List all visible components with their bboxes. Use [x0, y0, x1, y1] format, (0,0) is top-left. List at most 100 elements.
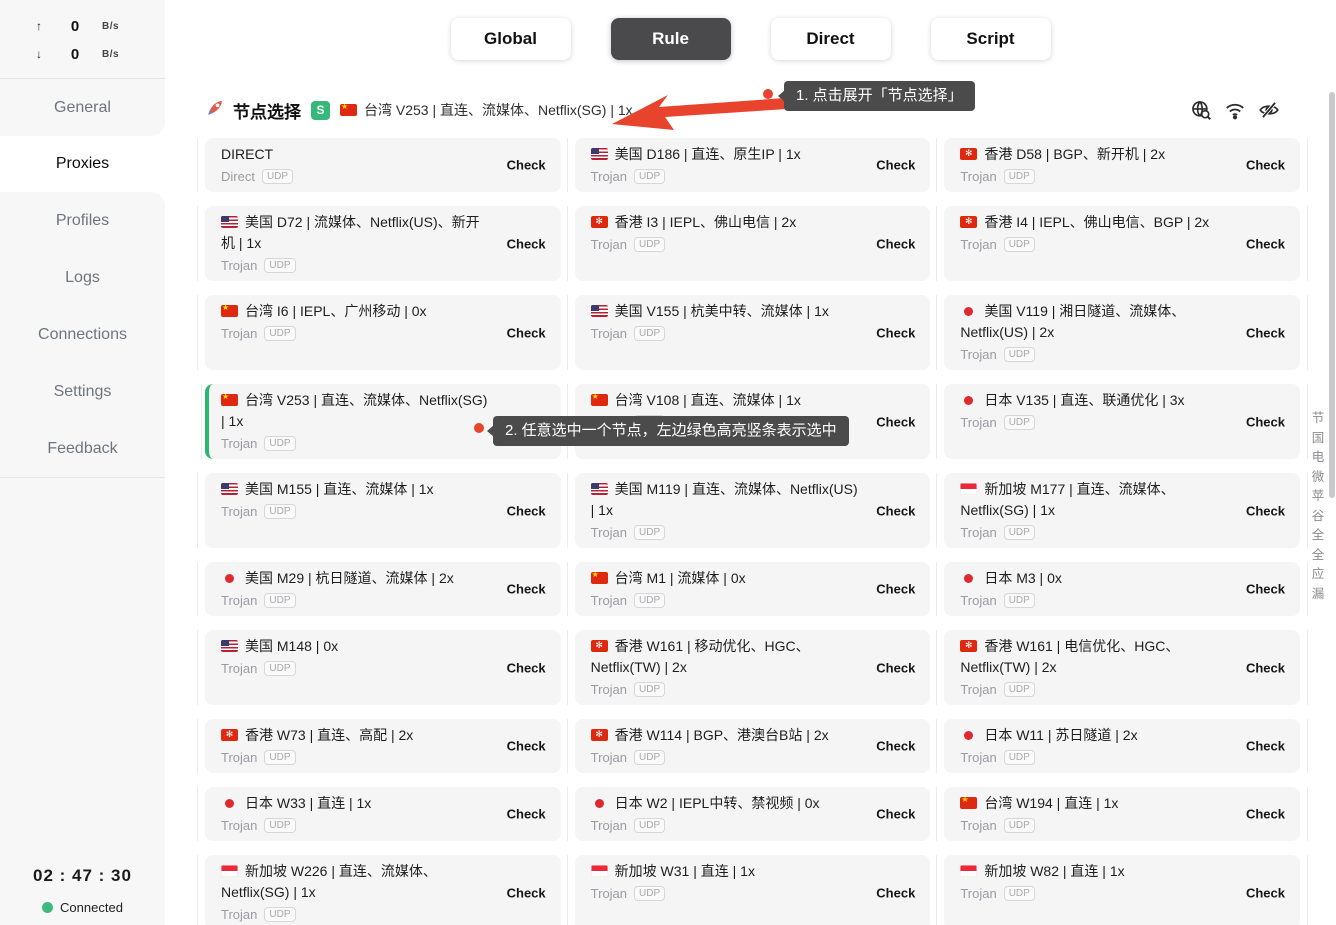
quick-nav-item[interactable]: 苹 [1311, 489, 1325, 503]
udp-badge: UDP [1003, 592, 1035, 608]
check-button[interactable]: Check [506, 660, 546, 675]
proxy-card[interactable]: 香港 D58 | BGP、新开机 | 2x Trojan UDP Check [936, 138, 1308, 192]
quick-nav-item[interactable]: 微 [1311, 469, 1325, 484]
sidebar-item-profiles[interactable]: Profiles [55, 211, 110, 229]
proxy-card[interactable]: 美国 M155 | 直连、流媒体 | 1x Trojan UDP Check [197, 473, 561, 548]
proxy-card[interactable]: 香港 I3 | IEPL、佛山电信 | 2x Trojan UDP Check [566, 206, 931, 281]
sidebar-top-section: ↑ 0 B/s ↓ 0 B/s General [0, 0, 165, 136]
quick-nav-item[interactable]: 谷 [1311, 508, 1325, 523]
proxy-card[interactable]: DIRECT Direct UDP Check [197, 138, 561, 192]
proxy-card[interactable]: 台湾 I6 | IEPL、广州移动 | 0x Trojan UDP Check [197, 295, 561, 370]
check-button[interactable]: Check [876, 236, 916, 251]
check-button[interactable]: Check [876, 157, 916, 173]
proxy-card[interactable]: 新加坡 W82 | 直连 | 1x Trojan UDP Check [936, 855, 1308, 925]
quick-nav-item[interactable]: 漏 [1311, 586, 1325, 601]
udp-badge: UDP [634, 749, 666, 765]
proxy-card[interactable]: 日本 W33 | 直连 | 1x Trojan UDP Check [197, 787, 561, 841]
proxy-card[interactable]: 日本 W2 | IEPL中转、禁视频 | 0x Trojan UDP Check [566, 787, 931, 841]
check-button[interactable]: Check [506, 806, 546, 822]
header-toolbar [1190, 99, 1280, 121]
proxy-card[interactable]: 美国 V155 | 杭美中转、流媒体 | 1x Trojan UDP Check [566, 295, 931, 370]
proxy-card[interactable]: 香港 W161 | 移动优化、HGC、Netflix(TW) | 2x Troja… [566, 630, 931, 705]
proxy-name: 香港 W73 | 直连、高配 | 2x [221, 725, 493, 746]
check-button[interactable]: Check [506, 738, 546, 754]
proxy-card[interactable]: 香港 I4 | IEPL、佛山电信、BGP | 2x Trojan UDP Check [936, 206, 1308, 281]
proxy-group-header[interactable]: 节点选择 S 台湾 V253 | 直连、流媒体、Netflix(SG) | 1x [205, 95, 1300, 125]
proxy-name: 美国 M148 | 0x [221, 636, 493, 657]
check-button[interactable]: Check [1245, 503, 1285, 518]
proxy-card[interactable]: 美国 M148 | 0x Trojan UDP Check [197, 630, 561, 705]
proxy-card[interactable]: 美国 D72 | 流媒体、Netflix(US)、新开机 | 1x Trojan U… [197, 206, 561, 281]
udp-badge: UDP [634, 236, 666, 252]
proxy-card[interactable]: 香港 W161 | 电信优化、HGC、Netflix(TW) | 2x Troja… [936, 630, 1308, 705]
annotation-step-1: 1. 点击展开「节点选择」 [778, 81, 975, 111]
sidebar-item-general[interactable]: General [54, 98, 111, 116]
check-button[interactable]: Check [876, 581, 916, 597]
sidebar-item-proxies[interactable]: Proxies [0, 136, 165, 192]
proxy-card[interactable]: 新加坡 W31 | 直连 | 1x Trojan UDP Check [566, 855, 931, 925]
proxy-card[interactable]: 美国 M119 | 直连、流媒体、Netflix(US) | 1x Trojan U… [566, 473, 931, 548]
check-button[interactable]: Check [876, 660, 916, 675]
sidebar-item-logs[interactable]: Logs [65, 268, 100, 286]
proxy-card[interactable]: 新加坡 W226 | 直连、流媒体、Netflix(SG) | 1x Trojan… [197, 855, 561, 925]
proxy-card[interactable]: 美国 V119 | 湘日隧道、流媒体、Netflix(US) | 2x Troja… [936, 295, 1308, 370]
flag-icon-sg [221, 865, 238, 877]
network-speed-icon[interactable] [1224, 99, 1246, 121]
tab-global[interactable]: Global [450, 18, 571, 60]
check-button[interactable]: Check [1245, 738, 1285, 754]
check-button[interactable]: Check [1245, 236, 1285, 251]
udp-badge: UDP [264, 749, 296, 765]
hide-nodes-icon[interactable] [1258, 99, 1280, 121]
check-button[interactable]: Check [876, 885, 916, 900]
tab-direct[interactable]: Direct [770, 18, 891, 60]
quick-nav-item[interactable]: 节 [1311, 411, 1325, 425]
check-button[interactable]: Check [506, 885, 546, 900]
tab-script[interactable]: Script [930, 18, 1051, 60]
check-button[interactable]: Check [1245, 806, 1285, 822]
sidebar-item-connections[interactable]: Connections [38, 325, 127, 343]
quick-nav-item[interactable]: 全 [1311, 547, 1325, 562]
tab-rule[interactable]: Rule [610, 18, 731, 60]
quick-nav-item[interactable]: 国 [1311, 430, 1325, 445]
check-button[interactable]: Check [876, 414, 916, 429]
check-button[interactable]: Check [1245, 885, 1285, 900]
proxy-card[interactable]: 台湾 W194 | 直连 | 1x Trojan UDP Check [936, 787, 1308, 841]
check-button[interactable]: Check [1245, 660, 1285, 675]
check-button[interactable]: Check [506, 581, 546, 597]
proxy-card[interactable]: 美国 D186 | 直连、原生IP | 1x Trojan UDP Check [566, 138, 931, 192]
proxy-meta: Direct UDP [221, 167, 493, 185]
proxy-name: 台湾 V108 | 直连、流媒体 | 1x [590, 390, 863, 411]
sidebar-item-feedback[interactable]: Feedback [47, 439, 118, 457]
check-button[interactable]: Check [876, 325, 916, 340]
latency-test-icon[interactable] [1190, 99, 1212, 121]
proxy-meta: Trojan UDP [591, 884, 863, 902]
proxy-card[interactable]: 日本 V135 | 直连、联通优化 | 3x Trojan UDP Check [936, 384, 1308, 459]
proxy-card[interactable]: 台湾 V253 | 直连、流媒体、Netflix(SG) | 1x Trojan U… [201, 384, 561, 459]
proxy-card[interactable]: 日本 M3 | 0x Trojan UDP Check [936, 562, 1308, 616]
check-button[interactable]: Check [506, 236, 546, 251]
quick-nav-item[interactable]: 应 [1311, 567, 1325, 581]
check-button[interactable]: Check [1245, 325, 1285, 340]
check-button[interactable]: Check [876, 503, 916, 518]
check-button[interactable]: Check [506, 325, 546, 340]
proxy-card[interactable]: 新加坡 M177 | 直连、流媒体、Netflix(SG) | 1x Trojan… [936, 473, 1308, 548]
check-button[interactable]: Check [506, 503, 546, 518]
proxy-name: 香港 D58 | BGP、新开机 | 2x [960, 144, 1232, 165]
udp-badge: UDP [264, 257, 296, 273]
check-button[interactable]: Check [506, 157, 546, 173]
check-button[interactable]: Check [1245, 414, 1285, 429]
scrollbar[interactable] [1329, 92, 1335, 498]
check-button[interactable]: Check [876, 806, 916, 822]
proxy-card[interactable]: 日本 W11 | 苏日隧道 | 2x Trojan UDP Check [936, 719, 1308, 773]
quick-nav-item[interactable]: 全 [1311, 528, 1325, 542]
check-button[interactable]: Check [876, 738, 916, 754]
check-button[interactable]: Check [1245, 581, 1285, 597]
quick-nav-item[interactable]: 电 [1311, 450, 1325, 464]
proxy-card[interactable]: 香港 W114 | BGP、港澳台B站 | 2x Trojan UDP Check [566, 719, 931, 773]
proxy-card[interactable]: 台湾 M1 | 流媒体 | 0x Trojan UDP Check [566, 562, 931, 616]
proxy-card[interactable]: 美国 M29 | 杭日隧道、流媒体 | 2x Trojan UDP Check [197, 562, 561, 616]
proxy-meta: Trojan UDP [591, 748, 863, 766]
sidebar-item-settings[interactable]: Settings [53, 382, 112, 400]
proxy-card[interactable]: 香港 W73 | 直连、高配 | 2x Trojan UDP Check [197, 719, 561, 773]
check-button[interactable]: Check [1245, 157, 1285, 173]
